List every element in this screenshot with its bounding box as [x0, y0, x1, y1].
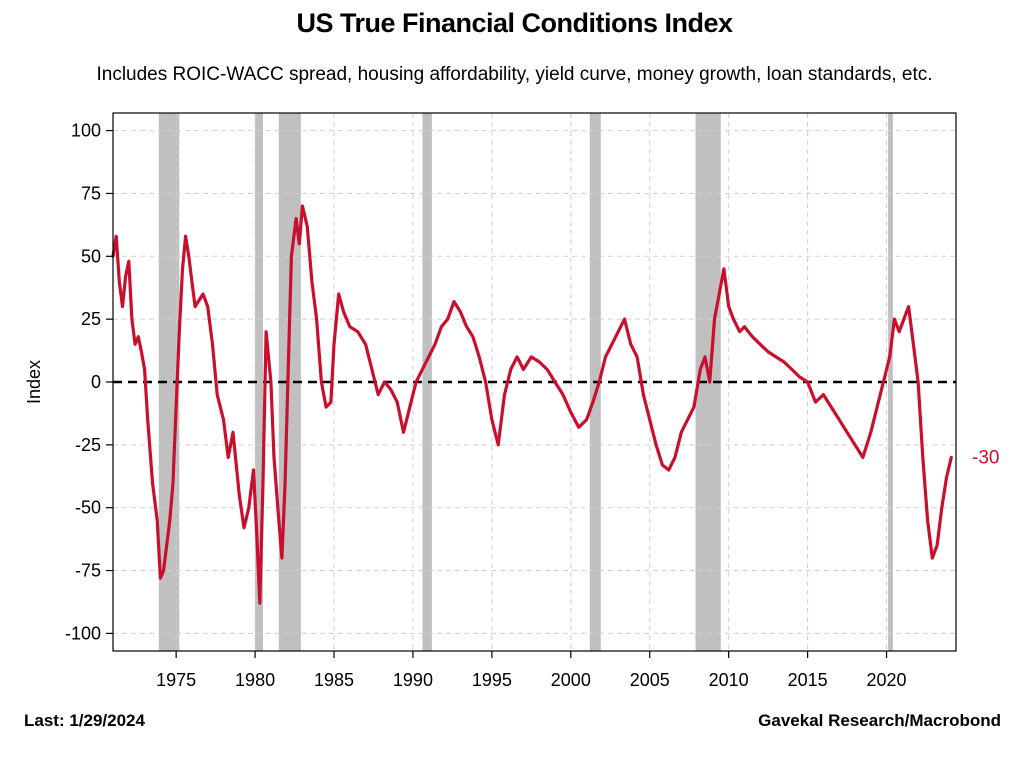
x-tick-label: 2000 — [551, 670, 591, 690]
last-date-note: Last: 1/29/2024 — [24, 711, 145, 730]
source-note: Gavekal Research/Macrobond — [758, 711, 1001, 730]
y-tick-label: -25 — [75, 435, 101, 455]
recession-band — [422, 113, 432, 651]
line-chart: 100 75 50 25 0 -25 -50 -75 -100 1975 1980 1985 1990 1… — [24, 112, 999, 690]
y-axis-label: Index — [24, 360, 44, 404]
recession-band — [255, 113, 263, 651]
y-tick-label: 100 — [71, 121, 101, 141]
chart-subtitle: Includes ROIC-WACC spread, housing affor… — [96, 64, 933, 85]
y-tick-label: 25 — [81, 309, 101, 329]
y-tick-label: 0 — [91, 372, 101, 392]
x-tick-label: 1995 — [472, 670, 512, 690]
x-tick-label: 2015 — [788, 670, 828, 690]
x-tick-label: 1980 — [235, 670, 275, 690]
y-tick-label: -75 — [75, 561, 101, 581]
recession-band — [158, 113, 180, 651]
chart-title: US True Financial Conditions Index — [296, 8, 733, 38]
x-tick-label: 2010 — [709, 670, 749, 690]
series-line — [111, 204, 953, 605]
y-tick-label: 75 — [81, 183, 101, 203]
x-tick-label: 2020 — [867, 670, 907, 690]
recession-band — [888, 113, 893, 651]
x-tick-label: 1990 — [393, 670, 433, 690]
x-tick-label: 1975 — [156, 670, 196, 690]
y-tick-label: -50 — [75, 498, 101, 518]
last-value-label: -30 — [972, 447, 999, 468]
x-tick-label: 2005 — [630, 670, 670, 690]
y-tick-label: 50 — [81, 246, 101, 266]
y-tick-label: -100 — [65, 623, 101, 643]
x-tick-label: 1985 — [314, 670, 354, 690]
